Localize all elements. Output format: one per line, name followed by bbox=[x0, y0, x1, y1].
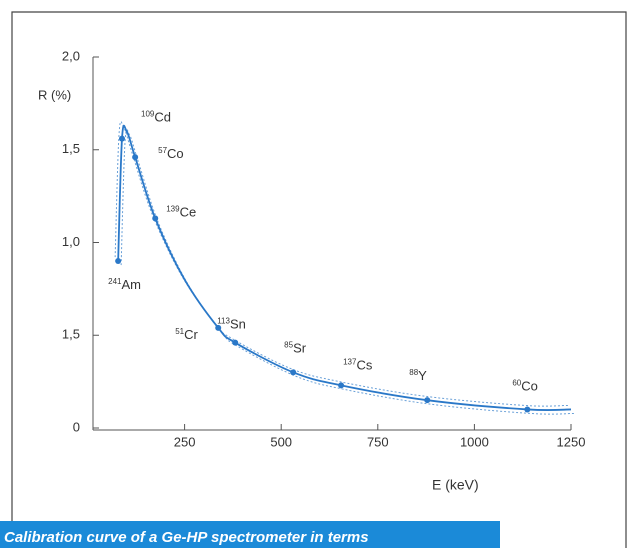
point-label: 137Cs bbox=[343, 357, 373, 372]
data-point bbox=[215, 324, 222, 331]
element-symbol: Cd bbox=[154, 110, 171, 125]
element-symbol: Co bbox=[167, 147, 184, 162]
x-axis-label: E (keV) bbox=[432, 477, 479, 493]
element-symbol: Cr bbox=[184, 327, 198, 342]
point-label: 88Y bbox=[409, 368, 427, 383]
element-symbol: Sn bbox=[230, 317, 246, 332]
point-label: 241Am bbox=[108, 277, 141, 292]
y-tick-label: 1,0 bbox=[62, 234, 80, 249]
y-tick-label: 1,5 bbox=[62, 141, 80, 156]
point-label: 60Co bbox=[512, 379, 538, 394]
x-tick-label: 750 bbox=[367, 434, 389, 449]
data-point bbox=[119, 135, 126, 142]
data-point bbox=[232, 339, 239, 346]
mass-number: 57 bbox=[158, 146, 167, 155]
data-point bbox=[290, 369, 297, 376]
point-label: 109Cd bbox=[141, 110, 171, 125]
confidence-band bbox=[120, 129, 575, 415]
data-point bbox=[152, 215, 159, 222]
y-axis-label: R (%) bbox=[38, 87, 71, 102]
point-label: 139Ce bbox=[166, 204, 196, 219]
mass-number: 85 bbox=[284, 340, 293, 349]
point-label: 113Sn bbox=[217, 317, 246, 332]
element-symbol: Y bbox=[418, 369, 427, 384]
point-label: 51Cr bbox=[175, 327, 198, 342]
element-symbol: Ce bbox=[180, 205, 197, 220]
element-symbol: Am bbox=[121, 277, 140, 292]
x-tick-label: 1250 bbox=[557, 434, 586, 449]
frame bbox=[11, 11, 627, 548]
data-point bbox=[524, 406, 531, 413]
y-tick-label: 2,0 bbox=[62, 48, 80, 63]
mass-number: 60 bbox=[512, 379, 521, 388]
mass-number: 109 bbox=[141, 110, 155, 119]
data-point bbox=[424, 397, 431, 404]
fit-curve bbox=[117, 124, 572, 412]
mass-number: 139 bbox=[166, 204, 180, 213]
point-label: 57Co bbox=[158, 146, 184, 161]
y-tick-label: 1,5 bbox=[62, 327, 80, 342]
data-point bbox=[338, 382, 345, 389]
mass-number: 137 bbox=[343, 357, 357, 366]
element-symbol: Cs bbox=[356, 358, 372, 373]
confidence-band bbox=[114, 121, 569, 407]
data-point bbox=[132, 154, 139, 161]
caption: Calibration curve of a Ge-HP spectromete… bbox=[4, 529, 369, 546]
mass-number: 241 bbox=[108, 277, 122, 286]
x-tick-label: 250 bbox=[174, 434, 196, 449]
element-symbol: Sr bbox=[293, 341, 307, 356]
mass-number: 113 bbox=[217, 317, 230, 326]
mass-number: 88 bbox=[409, 368, 418, 377]
element-symbol: Co bbox=[521, 379, 538, 394]
point-label: 85Sr bbox=[284, 340, 307, 355]
x-tick-label: 500 bbox=[270, 434, 292, 449]
x-tick-label: 1000 bbox=[460, 434, 489, 449]
y-tick-label: 0 bbox=[73, 419, 80, 434]
data-point bbox=[115, 258, 122, 265]
caption-bar bbox=[0, 521, 500, 548]
mass-number: 51 bbox=[175, 327, 184, 336]
